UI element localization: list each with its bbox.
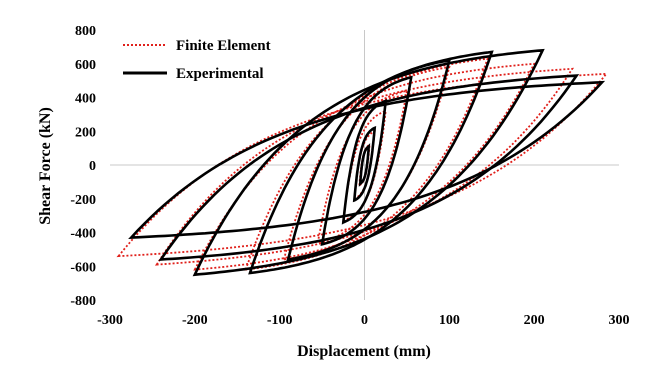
exp-loop <box>320 75 413 247</box>
y-tick-label: -600 <box>70 260 96 275</box>
x-tick-label: 200 <box>524 313 545 328</box>
exp-loop <box>352 126 377 203</box>
series-experimental <box>128 48 606 277</box>
y-tick-label: 200 <box>75 125 96 140</box>
series-group <box>116 48 609 277</box>
y-tick-label: -200 <box>70 193 96 208</box>
legend: Finite Element Experimental <box>123 38 271 82</box>
y-tick-label: -800 <box>70 294 96 309</box>
tick-labels: -300 -200 -100 0 100 200 300 800 600 400 200 0 -200 -… <box>70 24 629 328</box>
x-tick-label: -200 <box>182 313 208 328</box>
x-tick-label: 100 <box>439 313 460 328</box>
fe-loop <box>244 57 489 271</box>
x-tick-label: 0 <box>361 313 368 328</box>
exp-loop <box>248 50 494 275</box>
exp-loop <box>128 80 606 240</box>
y-tick-label: 600 <box>75 58 96 73</box>
exp-loop <box>158 74 580 261</box>
exp-loop <box>286 58 452 262</box>
x-tick-label: -300 <box>97 313 123 328</box>
legend-label-finite-element: Finite Element <box>176 38 271 54</box>
fe-loop <box>154 67 575 266</box>
x-tick-label: -100 <box>267 313 293 328</box>
x-tick-label: 300 <box>609 313 630 328</box>
x-axis-title: Displacement (mm) <box>297 343 431 360</box>
axes <box>110 30 619 300</box>
exp-loop <box>358 143 371 187</box>
y-tick-label: -400 <box>70 227 96 242</box>
legend-label-experimental: Experimental <box>176 66 264 82</box>
exp-loop <box>192 48 545 277</box>
y-tick-label: 800 <box>75 24 96 39</box>
y-tick-label: 400 <box>75 92 96 107</box>
y-axis-title: Shear Force (kN) <box>37 107 54 225</box>
fe-loop <box>193 62 536 271</box>
y-tick-label: 0 <box>89 159 96 174</box>
